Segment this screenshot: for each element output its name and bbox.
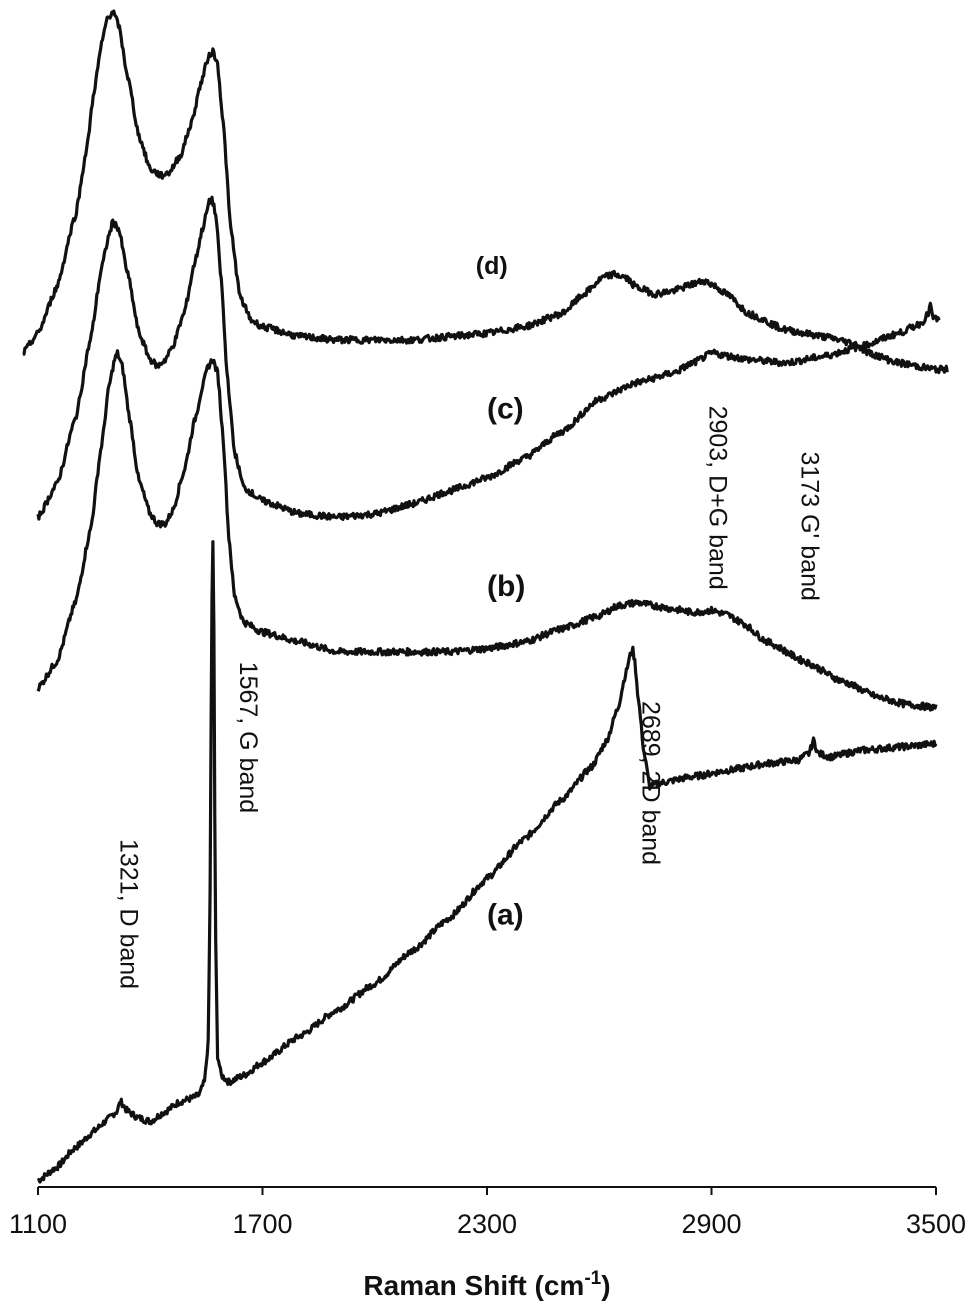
x-axis-ticks: 1100 1700 2300 2900 3500 [9,1187,966,1239]
series-label-a: (a) [487,898,524,931]
peak-annotation-1: 1321, D band [115,839,143,989]
spectrum-curves [22,9,949,1184]
x-tick-label-1100: 1100 [9,1209,67,1239]
x-axis-title-superscript: -1 [584,1268,601,1289]
x-tick-label-1700: 1700 [232,1209,292,1239]
x-tick-label-2900: 2900 [681,1209,741,1239]
x-axis-title-close: ) [601,1270,610,1301]
peak-annotation-2: 1567, G band [234,662,262,814]
peak-annotation-5: 3173 G' band [795,452,823,601]
series-label-b: (b) [487,570,525,603]
series-label-c: (c) [487,393,524,426]
peak-annotation-4: 2903, D+G band [704,406,732,590]
peak-annotation-3: 2689, 2D band [636,701,664,865]
x-axis-title-main: Raman Shift (cm [363,1270,584,1301]
series-labels: (a) (b) (c) (d) [476,252,526,931]
series-label-d: (d) [476,252,508,280]
series-line-a [36,540,938,1184]
series-line-c [36,195,941,521]
x-tick-label-2300: 2300 [457,1209,517,1239]
series-line-d [22,9,949,375]
peak-annotations: 1321, D band 1567, G band 2689, 2D band 290… [115,406,824,990]
x-tick-label-3500: 3500 [906,1209,966,1239]
series-line-b [36,349,938,712]
x-axis-title: Raman Shift (cm-1) [363,1268,610,1301]
